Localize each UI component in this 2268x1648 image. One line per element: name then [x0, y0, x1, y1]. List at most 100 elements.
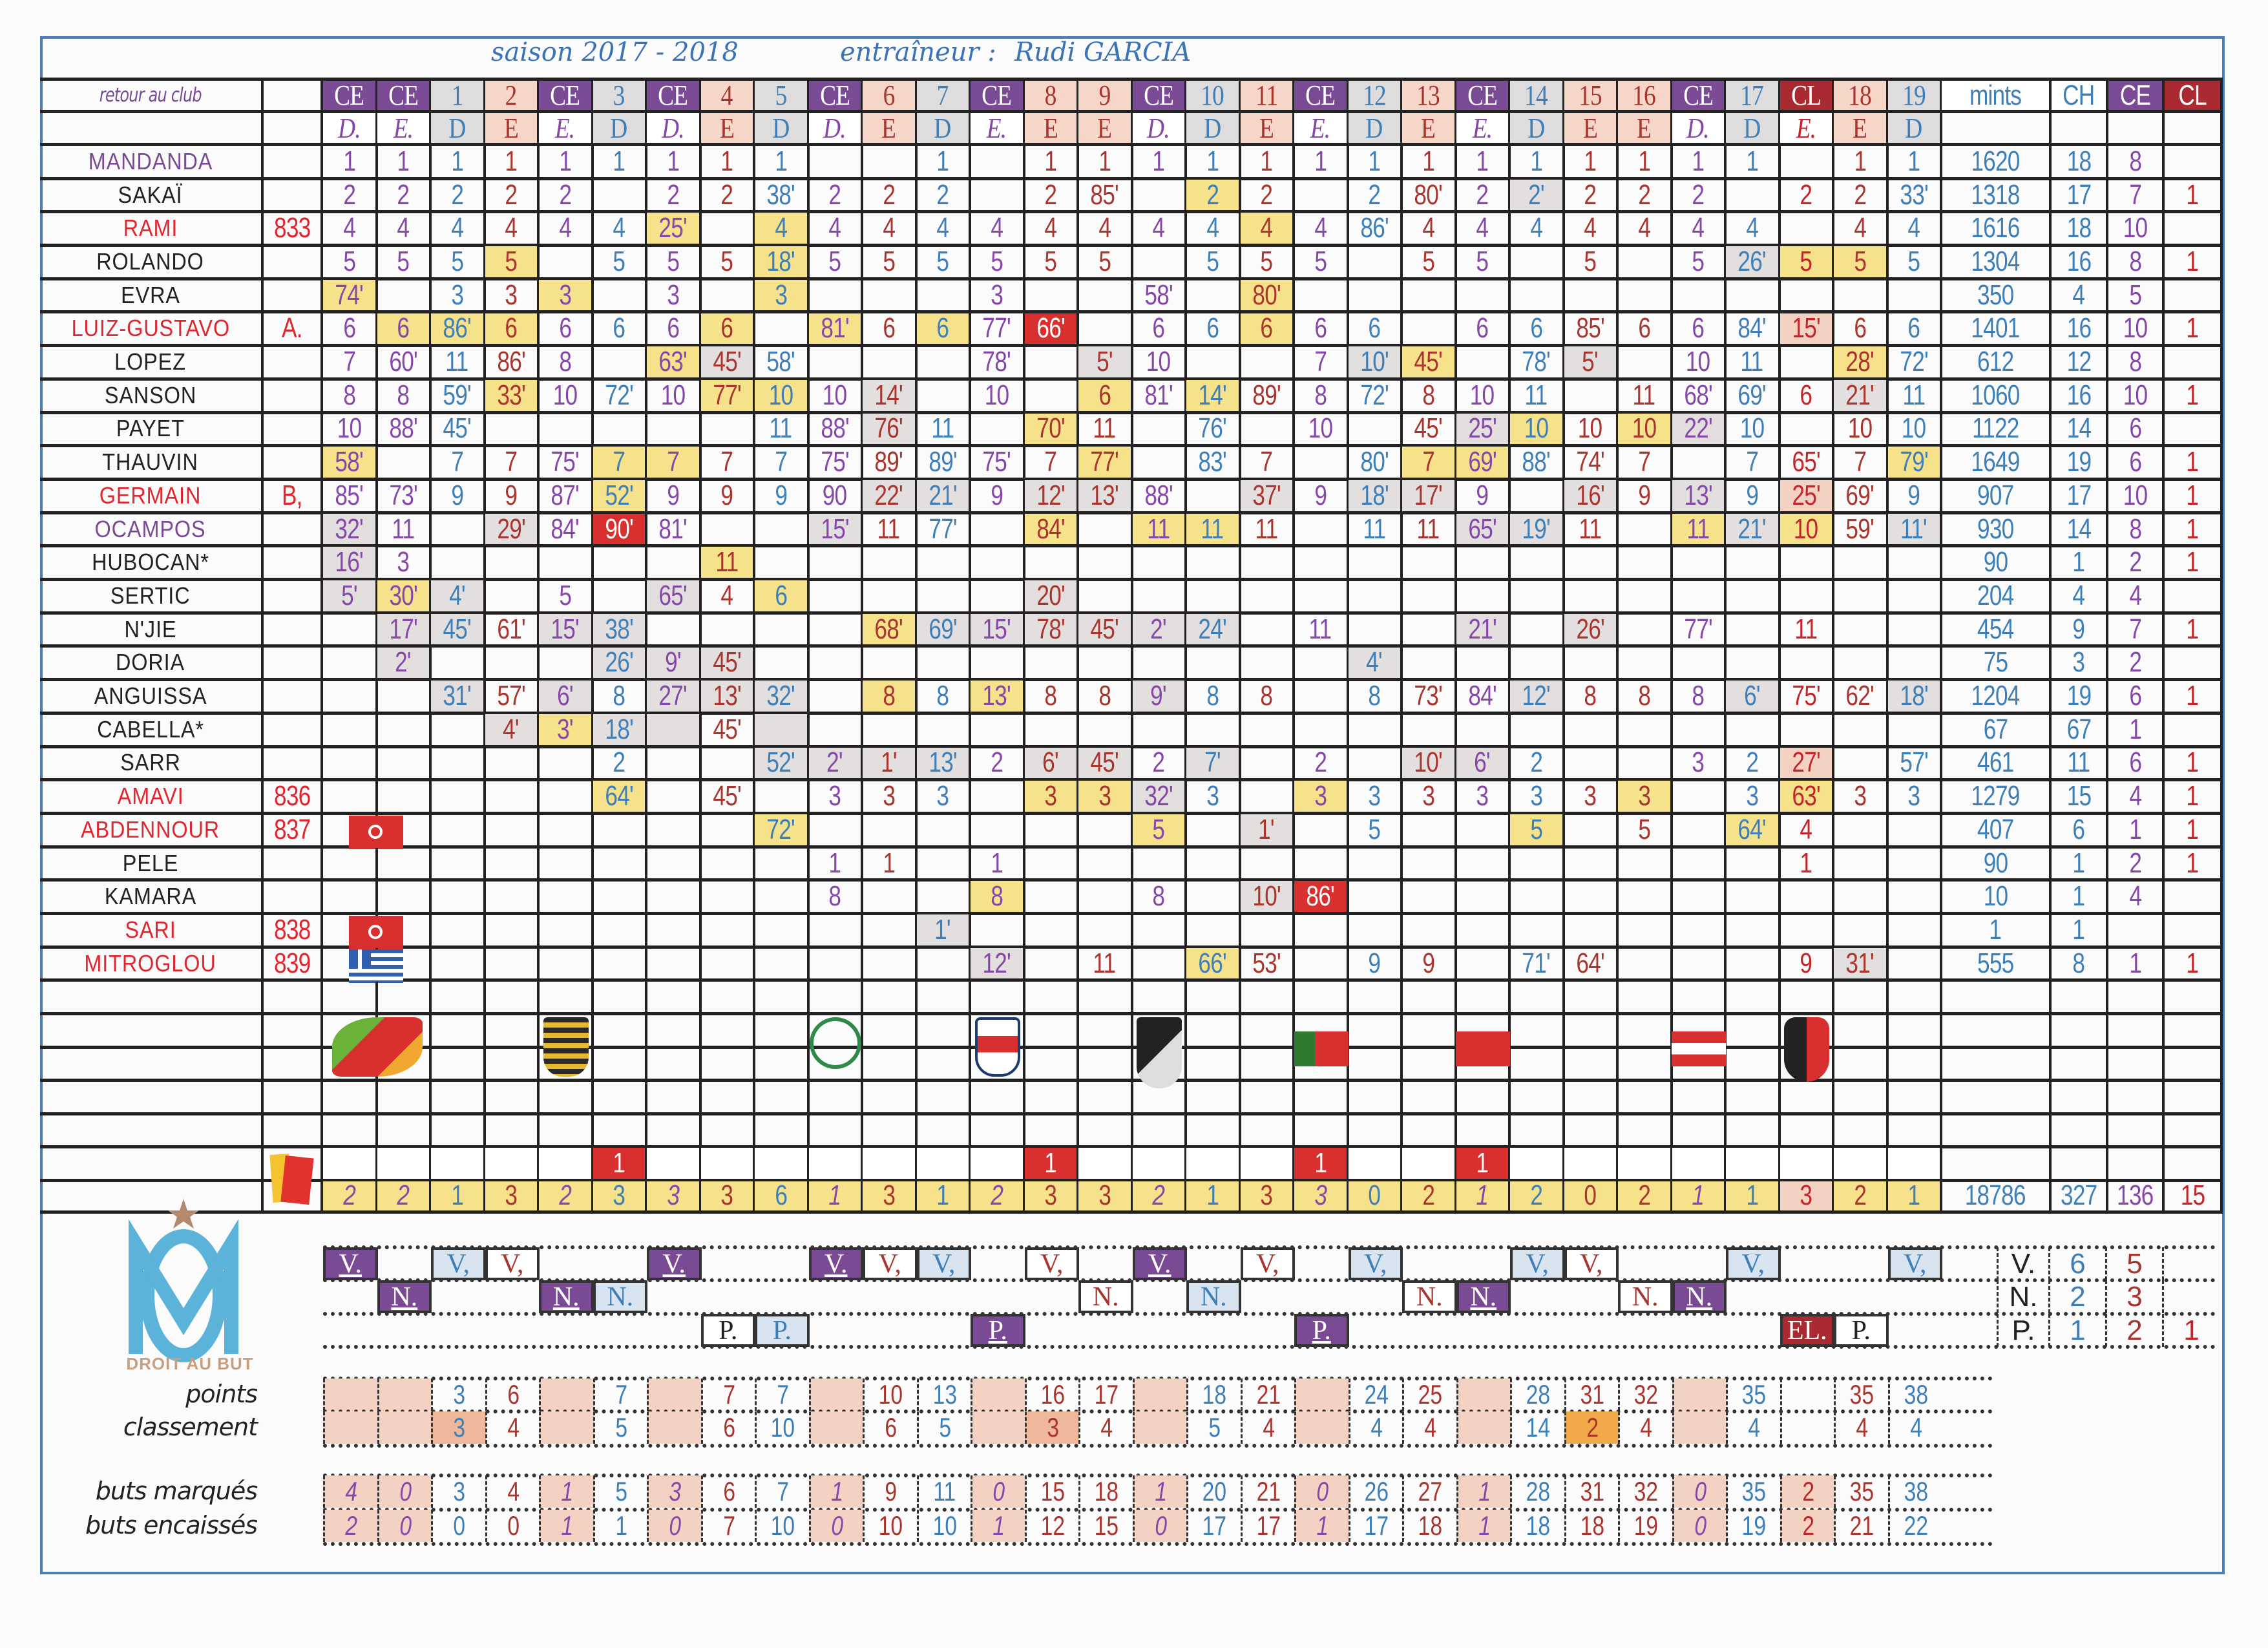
- match-header[interactable]: 3: [593, 81, 647, 113]
- match-header[interactable]: CE: [808, 81, 863, 113]
- match-header[interactable]: 9: [1078, 81, 1133, 113]
- match-header[interactable]: 15: [1564, 81, 1619, 113]
- match-header[interactable]: 10: [1186, 81, 1241, 113]
- match-result: P.: [755, 1314, 810, 1347]
- match-cell: 3: [485, 279, 540, 314]
- match-header[interactable]: CE: [971, 81, 1025, 113]
- player-total-cl: [2165, 279, 2223, 314]
- match-cell: 75': [808, 447, 863, 481]
- player-name[interactable]: LOPEZ: [40, 346, 264, 381]
- match-header[interactable]: 19: [1887, 81, 1942, 113]
- red-card-cell: 1: [1294, 1148, 1349, 1182]
- match-venue-text: D: [448, 113, 466, 144]
- match-header[interactable]: CE: [1672, 81, 1727, 113]
- standings.points-cell: 10: [863, 1379, 918, 1411]
- standings.rank-cell: 4: [1240, 1411, 1296, 1444]
- match-header[interactable]: 1: [431, 81, 486, 113]
- match-cell-text: 5: [1368, 814, 1381, 845]
- match-result-text: V,: [1526, 1249, 1549, 1279]
- match-total-text: 3: [613, 1181, 625, 1211]
- player-name[interactable]: SERTIC: [40, 580, 264, 615]
- player-total-ce-text: 2: [2129, 547, 2142, 578]
- match-header[interactable]: 12: [1348, 81, 1403, 113]
- player-name[interactable]: PELE: [40, 847, 264, 882]
- empty-total: [2052, 1114, 2108, 1148]
- player-name[interactable]: MANDANDA: [40, 146, 264, 180]
- player-name[interactable]: AMAVI: [40, 781, 264, 815]
- player-name[interactable]: ABDENNOUR: [40, 814, 264, 849]
- player-total-cl-text: 1: [2186, 947, 2200, 979]
- match-header[interactable]: 18: [1834, 81, 1889, 113]
- match-header[interactable]: 4: [700, 81, 755, 113]
- match-header[interactable]: 8: [1024, 81, 1079, 113]
- match-result-text: EL.: [1787, 1315, 1827, 1346]
- match-result: V,: [1348, 1247, 1403, 1280]
- match-header[interactable]: CL: [1780, 81, 1834, 113]
- match-header[interactable]: 13: [1402, 81, 1457, 113]
- empty-cell: [808, 1048, 863, 1082]
- match-total: 6: [755, 1181, 810, 1214]
- match-cell-text: 9: [1907, 480, 1920, 511]
- player-name[interactable]: HUBOCAN*: [40, 547, 264, 582]
- player-name[interactable]: SARI: [40, 914, 264, 949]
- player-name[interactable]: PAYET: [40, 413, 264, 448]
- player-name[interactable]: SAKAÏ: [40, 179, 264, 214]
- player-name[interactable]: MITROGLOU: [40, 947, 264, 982]
- match-header[interactable]: 5: [755, 81, 810, 113]
- match-header[interactable]: 7: [916, 81, 971, 113]
- match-header[interactable]: CE: [1456, 81, 1511, 113]
- player-name[interactable]: SARR: [40, 747, 264, 782]
- player-name[interactable]: RAMI: [40, 213, 264, 248]
- player-total-ch: 1: [2052, 914, 2108, 949]
- player-name[interactable]: EVRA: [40, 279, 264, 314]
- match-header[interactable]: 6: [863, 81, 918, 113]
- player-name[interactable]: CABELLA*: [40, 713, 264, 748]
- standings.rank-cell: [377, 1411, 432, 1444]
- player-name[interactable]: SANSON: [40, 379, 264, 414]
- match-cell: 3: [1564, 781, 1619, 815]
- standings.points-cell: 16: [1024, 1379, 1080, 1411]
- match-cell-text: 9: [774, 480, 788, 511]
- match-header[interactable]: CE: [377, 81, 432, 113]
- match-cell: 4: [1618, 213, 1673, 248]
- match-cell: 3: [431, 279, 486, 314]
- match-cell: [1834, 547, 1889, 582]
- match-cell: [808, 580, 863, 615]
- player-name[interactable]: OCAMPOS: [40, 513, 264, 548]
- match-header[interactable]: CE: [1132, 81, 1187, 113]
- match-cell: 64': [1726, 814, 1781, 849]
- match-header[interactable]: CE: [647, 81, 702, 113]
- match-cell-text: 85': [335, 480, 364, 511]
- match-header[interactable]: 17: [1726, 81, 1781, 113]
- player-total-cl-text: 1: [2186, 747, 2200, 779]
- standings.points-cell: 7: [755, 1379, 810, 1411]
- player-name[interactable]: DORIA: [40, 647, 264, 682]
- match-cell-text: 88': [1522, 447, 1551, 478]
- player-name[interactable]: N'JIE: [40, 613, 264, 648]
- player-name[interactable]: KAMARA: [40, 881, 264, 916]
- match-cell: 2: [863, 179, 918, 214]
- player-name[interactable]: GERMAIN: [40, 480, 264, 514]
- match-header[interactable]: 2: [485, 81, 540, 113]
- match-header[interactable]: CE: [323, 81, 378, 113]
- player-name[interactable]: THAUVIN: [40, 447, 264, 481]
- match-header[interactable]: 16: [1618, 81, 1673, 113]
- match-cell-text: 59': [1845, 513, 1874, 545]
- match-cell: [1024, 814, 1079, 849]
- match-cell: 5: [1456, 246, 1511, 280]
- player-total-ce: 10: [2108, 313, 2165, 348]
- player-name[interactable]: ANGUISSA: [40, 681, 264, 715]
- player-name[interactable]: ROLANDO: [40, 246, 264, 280]
- player-name[interactable]: LUIZ-GUSTAVO: [40, 313, 264, 348]
- match-cell-text: 1: [936, 146, 949, 177]
- match-header[interactable]: CE: [539, 81, 594, 113]
- match-cell: 84': [539, 513, 594, 548]
- match-cell: 65': [1456, 513, 1511, 548]
- match-cell: [1834, 647, 1889, 682]
- match-cell-text: 8: [1314, 379, 1327, 411]
- match-cell: 62': [1834, 681, 1889, 715]
- match-header[interactable]: CE: [1294, 81, 1349, 113]
- match-header[interactable]: 14: [1510, 81, 1565, 113]
- match-header[interactable]: 11: [1240, 81, 1295, 113]
- match-cell: 7: [1618, 447, 1673, 481]
